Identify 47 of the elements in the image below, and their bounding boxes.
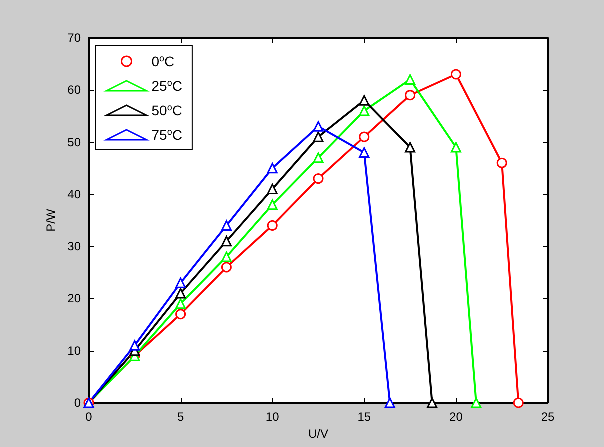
point (267, 200, 278, 210)
point (221, 262, 232, 273)
point (513, 398, 524, 408)
point (221, 252, 232, 262)
point (450, 142, 462, 153)
x-tick-label: 20 (450, 410, 464, 424)
point (471, 398, 482, 408)
point (313, 132, 324, 142)
x-tick-label: 15 (358, 410, 372, 424)
point (496, 158, 508, 168)
point (450, 69, 462, 80)
y-tick-label: 50 (68, 135, 82, 150)
point (405, 90, 416, 101)
point (176, 278, 186, 288)
point (176, 309, 186, 320)
y-tick-label: 40 (68, 187, 82, 202)
point (427, 398, 438, 408)
x-axis-title: U/V (308, 426, 329, 441)
y-tick-label: 10 (68, 344, 82, 358)
point (405, 74, 416, 85)
y-tick-label: 30 (68, 240, 82, 254)
point (176, 288, 186, 299)
point (359, 132, 370, 142)
point (221, 220, 232, 231)
y-tick-label: 0 (74, 396, 82, 410)
y-tick-label: 70 (68, 31, 82, 45)
point (267, 184, 278, 194)
point (313, 152, 324, 164)
y-tick-label: 60 (68, 83, 82, 98)
y-tick-label: 20 (68, 292, 82, 306)
x-tick-label: 5 (177, 410, 184, 424)
point (313, 121, 324, 132)
x-tick-label: 10 (266, 410, 280, 424)
point (221, 236, 232, 247)
point (359, 106, 370, 116)
point (359, 95, 370, 106)
x-tick-label: 25 (541, 410, 555, 424)
point (405, 142, 416, 153)
x-tick-label: 0 (86, 410, 93, 424)
point (176, 298, 186, 310)
point (359, 147, 370, 158)
point (313, 174, 324, 184)
point (267, 220, 278, 231)
point (130, 340, 140, 351)
y-axis-title: P/W (44, 208, 58, 232)
point (384, 398, 396, 408)
point (267, 163, 278, 174)
